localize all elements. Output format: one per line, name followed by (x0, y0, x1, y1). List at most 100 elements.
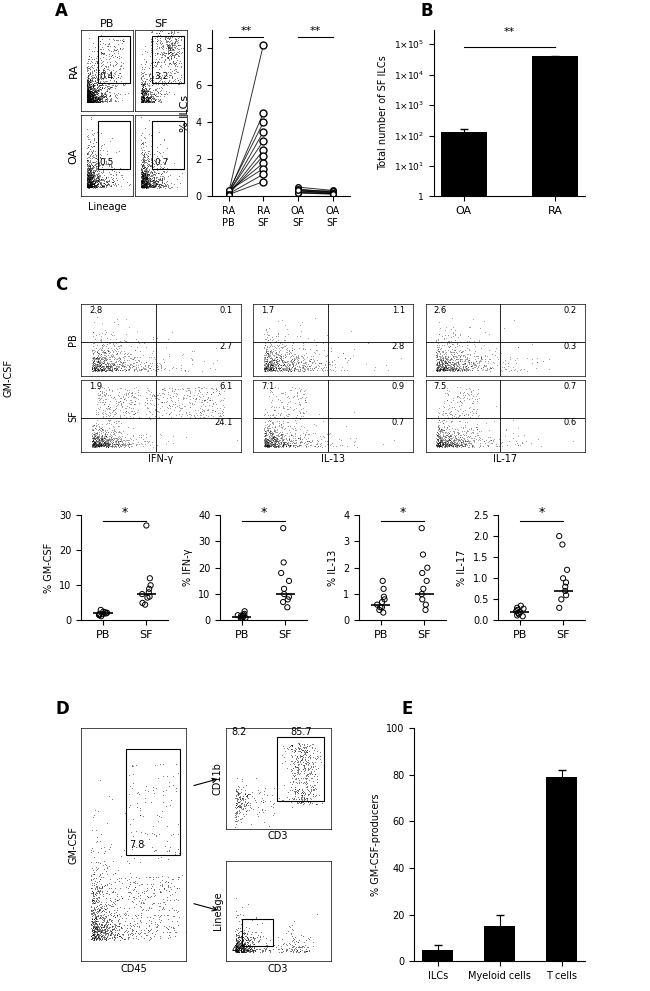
Point (101, 177, 111, 193)
Point (87, 84, 98, 100)
Point (92, 357, 102, 373)
Point (231, 936, 241, 952)
Point (486, 432, 496, 448)
Point (83, 167, 94, 183)
Point (437, 428, 448, 444)
Point (233, 933, 243, 948)
Point (133, 384, 144, 399)
Point (443, 438, 454, 454)
Point (151, 33, 162, 49)
Point (116, 360, 126, 376)
Point (513, 437, 523, 453)
Point (84, 178, 95, 194)
Point (137, 82, 148, 98)
Point (140, 902, 151, 918)
Point (148, 94, 159, 110)
Point (89, 906, 99, 922)
Point (435, 361, 445, 377)
Point (87, 909, 98, 925)
Point (164, 31, 175, 47)
Point (92, 350, 102, 366)
Point (494, 353, 504, 369)
Point (99, 354, 109, 370)
Point (110, 922, 120, 937)
Point (138, 165, 148, 180)
Point (100, 394, 110, 410)
Point (262, 436, 272, 452)
Point (286, 353, 296, 369)
Point (90, 362, 100, 378)
Point (263, 437, 273, 453)
Point (105, 923, 115, 938)
Y-axis label: Lineage: Lineage (213, 892, 223, 931)
Point (261, 345, 271, 361)
Point (128, 432, 138, 448)
Point (268, 937, 279, 953)
Point (86, 86, 97, 102)
Point (262, 416, 272, 432)
Point (111, 346, 121, 362)
Point (288, 353, 298, 369)
Point (87, 433, 98, 449)
Point (262, 346, 272, 362)
Point (91, 415, 101, 431)
Point (88, 59, 98, 75)
Point (521, 363, 532, 379)
Point (144, 408, 154, 424)
Point (235, 936, 246, 951)
Point (101, 144, 112, 160)
Point (91, 177, 101, 193)
Point (138, 438, 148, 454)
Point (445, 352, 455, 368)
Point (243, 941, 254, 957)
Point (118, 55, 129, 71)
Point (103, 42, 113, 57)
Point (286, 363, 296, 379)
Point (96, 437, 106, 453)
Point (148, 33, 158, 49)
Point (140, 166, 150, 182)
Point (95, 357, 105, 373)
Point (164, 44, 175, 59)
Point (443, 358, 454, 374)
Point (462, 433, 473, 449)
Point (263, 439, 273, 455)
Point (91, 436, 101, 452)
Point (242, 943, 252, 959)
Point (439, 361, 449, 377)
Point (118, 354, 129, 370)
Point (105, 344, 115, 360)
Point (437, 359, 447, 375)
Point (90, 911, 101, 927)
Point (84, 179, 94, 195)
Point (159, 383, 169, 398)
Point (138, 63, 149, 79)
Point (87, 174, 98, 190)
Point (138, 167, 149, 183)
Point (84, 83, 95, 99)
Point (168, 156, 179, 171)
Point (102, 437, 112, 453)
Point (95, 36, 105, 52)
Point (316, 754, 326, 770)
Point (88, 176, 98, 192)
Point (438, 435, 448, 451)
Point (86, 86, 97, 102)
Point (462, 431, 472, 447)
Point (105, 55, 115, 70)
Point (166, 409, 176, 425)
Point (272, 941, 283, 957)
Point (120, 387, 131, 403)
Text: E: E (402, 700, 413, 718)
Point (144, 72, 155, 88)
Point (312, 363, 322, 379)
Point (289, 351, 299, 367)
Point (95, 436, 105, 452)
Point (144, 71, 155, 87)
Point (448, 356, 458, 372)
Point (257, 793, 268, 809)
Point (505, 352, 515, 368)
Point (114, 359, 124, 375)
Point (86, 88, 97, 104)
Point (95, 79, 105, 95)
